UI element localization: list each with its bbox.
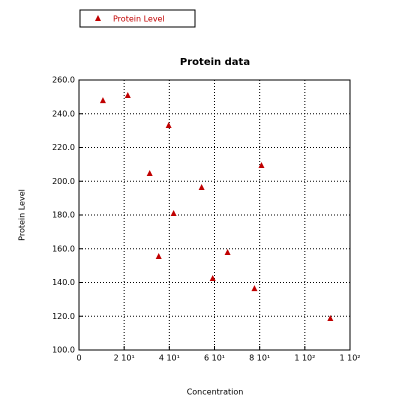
- point: [155, 253, 162, 260]
- x-tick-label: 4 10¹: [159, 354, 180, 363]
- point: [251, 285, 258, 292]
- y-tick-label: 160.0: [52, 244, 75, 253]
- x-tick-label: 1 10²: [294, 354, 315, 363]
- point: [124, 92, 131, 99]
- point: [327, 314, 334, 321]
- point: [165, 122, 172, 129]
- x-tick-label: 1 10²: [339, 354, 360, 363]
- point: [146, 169, 153, 176]
- chart-title: Protein data: [180, 57, 250, 68]
- point: [170, 209, 177, 216]
- y-axis-label: Protein Level: [18, 189, 27, 241]
- x-tick-label: 0: [76, 354, 81, 363]
- y-tick-label: 200.0: [52, 177, 75, 186]
- x-tick-label: 2 10¹: [114, 354, 135, 363]
- y-tick-label: 120.0: [52, 312, 75, 321]
- point: [258, 162, 265, 169]
- legend-marker: [95, 15, 101, 21]
- y-tick-label: 220.0: [52, 143, 75, 152]
- legend-box: [79, 9, 196, 28]
- y-tick-label: 260.0: [52, 76, 75, 85]
- point: [198, 183, 205, 190]
- y-tick-label: 140.0: [52, 278, 75, 287]
- point: [224, 248, 231, 255]
- x-tick-label: 6 10¹: [204, 354, 225, 363]
- x-tick-label: 8 10¹: [249, 354, 270, 363]
- y-tick-label: 100.0: [52, 346, 75, 355]
- y-tick-label: 180.0: [52, 211, 75, 220]
- point: [209, 274, 216, 281]
- point: [99, 97, 106, 104]
- x-axis-label: Concentration: [187, 388, 244, 397]
- y-tick-label: 240.0: [52, 109, 75, 118]
- legend-label: Protein Level: [113, 15, 165, 24]
